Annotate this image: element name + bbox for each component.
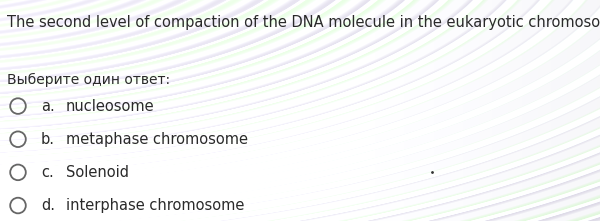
Text: d.: d. — [41, 198, 55, 213]
Text: The second level of compaction of the DNA molecule in the eukaryotic chromosome:: The second level of compaction of the DN… — [7, 15, 600, 30]
Text: Выберите один ответ:: Выберите один ответ: — [7, 73, 170, 87]
Text: b.: b. — [41, 132, 55, 147]
Text: nucleosome: nucleosome — [66, 99, 155, 114]
Text: a.: a. — [41, 99, 55, 114]
Text: Solenoid: Solenoid — [66, 165, 129, 180]
Text: interphase chromosome: interphase chromosome — [66, 198, 244, 213]
Text: metaphase chromosome: metaphase chromosome — [66, 132, 248, 147]
Text: c.: c. — [41, 165, 53, 180]
